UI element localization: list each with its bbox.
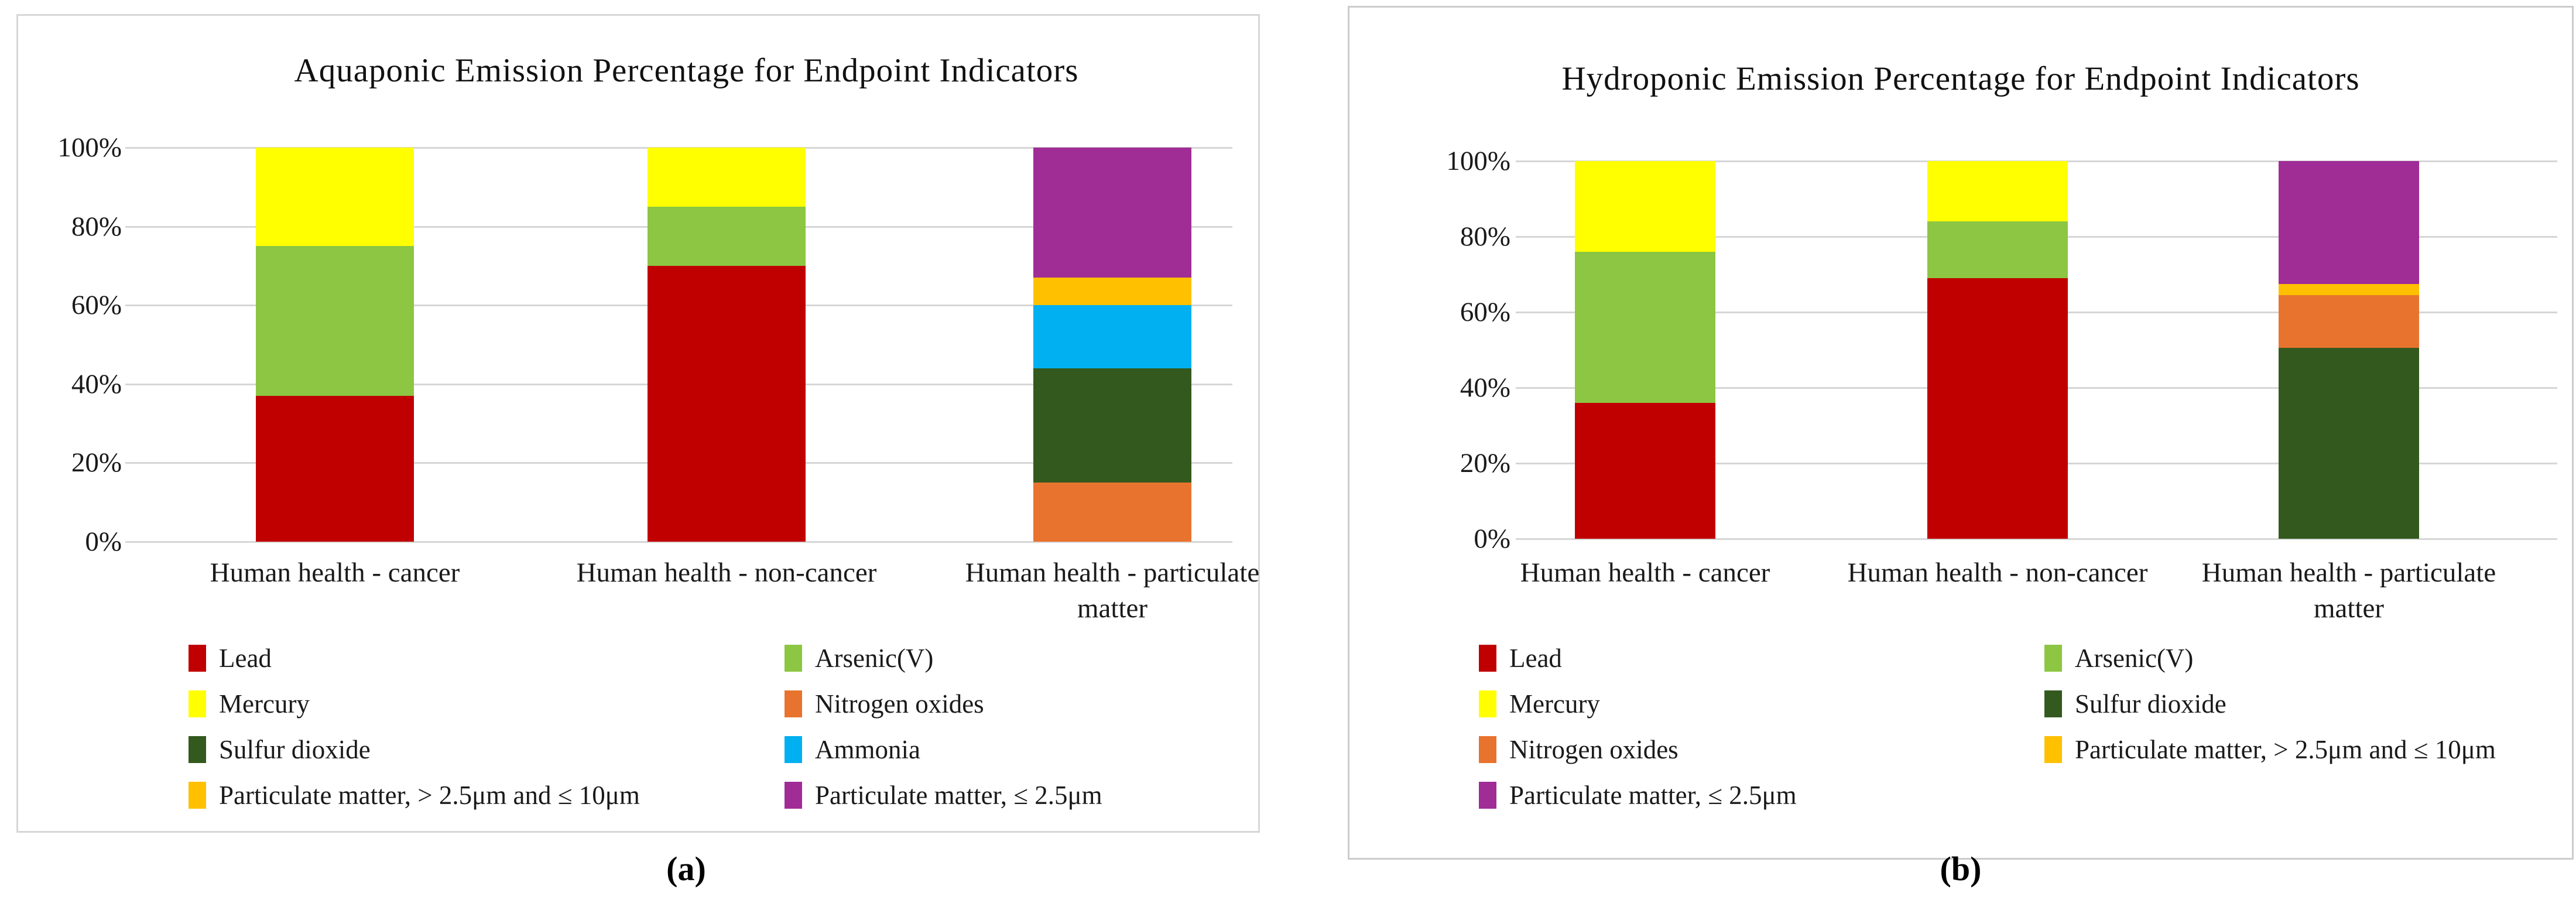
legend-label: Lead [219, 644, 272, 673]
bar-segment [1033, 368, 1191, 483]
stacked-bar [1927, 161, 2068, 539]
legend-swatch [1479, 782, 1496, 809]
legend-label: Sulfur dioxide [2075, 689, 2226, 719]
legend-swatch [785, 690, 802, 717]
stacked-bar [256, 148, 414, 542]
bar-segment [648, 206, 806, 266]
gridline [1516, 538, 2557, 540]
stacked-bar [1033, 148, 1191, 542]
bar-segment [256, 246, 414, 396]
caption-a: (a) [666, 850, 706, 888]
bar-segment [1575, 161, 1715, 252]
x-axis-category-label: Human health - non-cancer [1847, 557, 2148, 588]
gridline [125, 541, 1232, 543]
bar-segment [1575, 251, 1715, 403]
legend-swatch [189, 736, 206, 763]
y-axis-tick-label: 40% [1460, 372, 1510, 403]
legend-swatch [1479, 736, 1496, 763]
bar-segment [1575, 402, 1715, 539]
bar-segment [1033, 148, 1191, 278]
y-axis-tick-label: 20% [1460, 448, 1510, 478]
stacked-bar [1575, 161, 1715, 539]
x-axis-category-label: Human health - cancer [1520, 557, 1770, 588]
caption-b: (b) [1940, 850, 1982, 888]
bar-segment [2279, 348, 2419, 539]
legend-label: Lead [1509, 644, 1562, 673]
bar-segment [2279, 295, 2419, 348]
y-axis-tick-label: 60% [71, 290, 122, 321]
legend-label: Nitrogen oxides [815, 689, 984, 719]
bar-segment [2279, 283, 2419, 295]
bar-segment [2279, 161, 2419, 284]
stacked-bar [2279, 161, 2419, 539]
y-axis-tick-label: 20% [71, 447, 122, 478]
legend-swatch [189, 690, 206, 717]
bar-segment [1927, 278, 2068, 539]
bar-segment [256, 396, 414, 542]
y-axis-tick-label: 100% [1446, 146, 1510, 176]
x-axis-category-label: Human health - particulate matter [2201, 557, 2496, 624]
legend-swatch [1479, 645, 1496, 672]
chart-a-title: Aquaponic Emission Percentage for Endpoi… [294, 52, 1079, 89]
legend-swatch [1479, 690, 1496, 717]
legend-label: Sulfur dioxide [219, 735, 371, 764]
y-axis-tick-label: 0% [85, 526, 122, 557]
legend-swatch [785, 645, 802, 672]
legend-label: Ammonia [815, 735, 920, 764]
x-axis-category-label: Human health - non-cancer [576, 557, 877, 588]
legend-swatch [189, 645, 206, 672]
x-axis-category-label: Human health - particulate matter [965, 557, 1260, 624]
legend-label: Mercury [219, 689, 310, 719]
bar-segment [1033, 305, 1191, 368]
y-axis-tick-label: 80% [71, 211, 122, 242]
legend-swatch [785, 736, 802, 763]
legend-label: Arsenic(V) [815, 644, 934, 673]
legend-swatch [189, 782, 206, 809]
legend-label: Particulate matter, ≤ 2.5μm [1509, 781, 1797, 810]
bar-segment [648, 265, 806, 542]
legend-swatch [2044, 690, 2062, 717]
chart-b-title: Hydroponic Emission Percentage for Endpo… [1561, 60, 2360, 97]
bar-segment [1927, 221, 2068, 278]
y-axis-tick-label: 60% [1460, 297, 1510, 327]
legend-label: Particulate matter, > 2.5μm and ≤ 10μm [2075, 735, 2496, 764]
legend-label: Particulate matter, > 2.5μm and ≤ 10μm [219, 781, 640, 810]
legend-label: Mercury [1509, 689, 1600, 719]
x-axis-category-label: Human health - cancer [210, 557, 460, 588]
y-axis-tick-label: 100% [57, 132, 122, 163]
legend-label: Arsenic(V) [2075, 644, 2194, 673]
y-axis-tick-label: 40% [71, 368, 122, 399]
bar-segment [648, 148, 806, 207]
legend-swatch [785, 782, 802, 809]
legend-swatch [2044, 645, 2062, 672]
bar-segment [1033, 483, 1191, 542]
y-axis-tick-label: 0% [1474, 524, 1510, 554]
bar-segment [1033, 278, 1191, 306]
y-axis-tick-label: 80% [1460, 221, 1510, 252]
stacked-bar [648, 148, 806, 542]
legend-label: Particulate matter, ≤ 2.5μm [815, 781, 1102, 810]
legend-swatch [2044, 736, 2062, 763]
bar-segment [256, 148, 414, 247]
bar-segment [1927, 161, 2068, 222]
legend-label: Nitrogen oxides [1509, 735, 1678, 764]
